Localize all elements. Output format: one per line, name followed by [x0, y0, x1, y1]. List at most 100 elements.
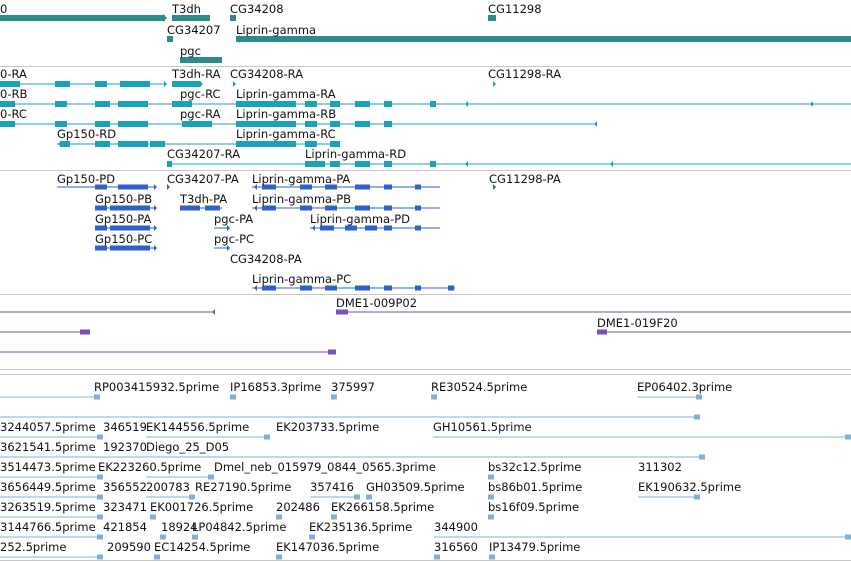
est-label[interactable]: EK190632.5prime: [638, 480, 742, 494]
exon-block: [300, 184, 312, 190]
est-label[interactable]: 192370: [103, 440, 147, 454]
protein-label[interactable]: pgc-PA: [214, 212, 254, 226]
strand-arrow: [305, 161, 308, 167]
transcript-label[interactable]: CG34208-RA: [230, 67, 304, 81]
gene-label[interactable]: 0: [0, 2, 8, 16]
protein-label[interactable]: pgc-PC: [214, 232, 255, 246]
protein-label[interactable]: CG34208-PA: [230, 252, 302, 266]
est-label[interactable]: EK203733.5prime: [276, 420, 380, 434]
exon-block: [262, 285, 276, 291]
est-label[interactable]: bs32c12.5prime: [488, 460, 582, 474]
est-label[interactable]: 209590: [107, 540, 151, 554]
strand-arrow: [227, 245, 230, 251]
gene-label-liprin-gamma[interactable]: Liprin-gamma: [236, 23, 317, 37]
est-label[interactable]: GH10561.5prime: [433, 420, 532, 434]
protein-label[interactable]: Liprin-gamma-PD: [310, 212, 411, 226]
est-label[interactable]: LP04842.5prime: [192, 520, 287, 534]
exon-block: [110, 205, 150, 211]
est-label[interactable]: bs86b01.5prime: [488, 480, 583, 494]
gene-label-cg11298[interactable]: CG11298: [488, 2, 542, 16]
est-label[interactable]: 323471: [103, 500, 147, 514]
transcript-label[interactable]: CG34207-RA: [167, 147, 241, 161]
est-label[interactable]: 3656449.5prime: [0, 480, 96, 494]
est-label[interactable]: GH03509.5prime: [366, 480, 465, 494]
est-label[interactable]: 3244057.5prime: [0, 420, 96, 434]
exon-block: [95, 141, 110, 147]
est-label[interactable]: EK235136.5prime: [309, 520, 413, 534]
gene-label-cg34208[interactable]: CG34208: [230, 2, 284, 16]
protein-label[interactable]: T3dh-PA: [180, 192, 228, 206]
est-label[interactable]: IP16853.3prime: [230, 380, 322, 394]
transcript-label[interactable]: T3dh-RA: [172, 67, 221, 81]
est-label[interactable]: RE27190.5prime: [195, 480, 292, 494]
est-label[interactable]: 200783: [146, 480, 190, 494]
track-separator: [0, 294, 851, 295]
protein-label[interactable]: Gp150-PA: [95, 212, 152, 226]
transcript-label[interactable]: 0-RC: [0, 107, 27, 121]
est-label[interactable]: EK001726.5prime: [150, 500, 254, 514]
transcript-label[interactable]: 0-RB: [0, 87, 28, 101]
protein-label[interactable]: Liprin-gamma-PB: [252, 192, 352, 206]
est-label[interactable]: 3621541.5prime: [0, 440, 96, 454]
est-label[interactable]: 202486: [276, 500, 320, 514]
transcript-label[interactable]: pgc-RC: [180, 87, 221, 101]
protein-label[interactable]: Gp150-PC: [95, 232, 153, 246]
clone-label[interactable]: DME1-019F20: [597, 316, 678, 330]
est-label[interactable]: RE30524.5prime: [431, 380, 528, 394]
est-label[interactable]: 311302: [638, 460, 682, 474]
est-label[interactable]: EK223260.5prime: [98, 460, 202, 474]
transcript-label[interactable]: CG11298-RA: [488, 67, 562, 81]
transcript-label[interactable]: Liprin-gamma-RB: [236, 107, 337, 121]
exon-block: [118, 121, 148, 127]
protein-label[interactable]: Liprin-gamma-PC: [252, 272, 352, 286]
est-label[interactable]: Dmel_neb_015979_0844_0565.3prime: [214, 460, 436, 474]
exon-block: [355, 205, 370, 211]
strand-arrow: [154, 205, 157, 211]
est-block: [192, 534, 198, 540]
est-block: [97, 474, 103, 480]
transcript-label[interactable]: pgc-RA: [180, 107, 221, 121]
gene-label-cg34207[interactable]: CG34207: [167, 23, 221, 37]
exon-block: [320, 225, 334, 231]
est-label[interactable]: EK144556.5prime: [146, 420, 250, 434]
protein-label[interactable]: Liprin-gamma-PA: [252, 172, 351, 186]
est-label[interactable]: EK266158.5prime: [331, 500, 435, 514]
est-label[interactable]: 356552: [103, 480, 147, 494]
est-label[interactable]: EK147036.5prime: [276, 540, 380, 554]
transcript-label[interactable]: Liprin-gamma-RC: [236, 127, 336, 141]
est-label[interactable]: 3144766.5prime: [0, 520, 96, 534]
est-label[interactable]: bs16f09.5prime: [488, 500, 580, 514]
est-label[interactable]: RP003415932.5prime: [94, 380, 220, 394]
protein-label[interactable]: CG11298-PA: [489, 172, 561, 186]
exon-block: [55, 121, 67, 127]
est-label[interactable]: 252.5prime: [0, 540, 67, 554]
exon-block: [95, 121, 110, 127]
est-label[interactable]: 344900: [434, 520, 478, 534]
est-label[interactable]: 346519: [103, 420, 147, 434]
strand-arrow: [233, 81, 236, 87]
transcript-label[interactable]: 0-RA: [0, 67, 27, 81]
transcript-label[interactable]: Liprin-gamma-RA: [236, 87, 336, 101]
protein-label[interactable]: CG34207-PA: [167, 172, 239, 186]
gene-label-pgc[interactable]: pgc: [180, 44, 201, 58]
est-label[interactable]: EP06402.3prime: [637, 380, 733, 394]
est-label[interactable]: 18924: [161, 520, 198, 534]
est-label[interactable]: 3263519.5prime: [0, 500, 96, 514]
est-label[interactable]: EC14254.5prime: [154, 540, 251, 554]
strand-arrow: [236, 35, 240, 43]
strand-arrow: [465, 101, 468, 107]
protein-label[interactable]: Gp150-PB: [95, 192, 153, 206]
est-label[interactable]: Diego_25_D05: [146, 440, 230, 454]
est-label[interactable]: 375997: [331, 380, 375, 394]
transcript-label[interactable]: Gp150-RD: [57, 127, 117, 141]
est-label[interactable]: IP13479.5prime: [489, 540, 581, 554]
est-label[interactable]: 3514473.5prime: [0, 460, 96, 474]
transcript-label[interactable]: Liprin-gamma-RD: [305, 147, 407, 161]
est-label[interactable]: 357416: [310, 480, 354, 494]
clone-label[interactable]: DME1-009P02: [336, 296, 418, 310]
protein-label[interactable]: Gp150-PD: [57, 172, 116, 186]
est-label[interactable]: 316560: [434, 540, 478, 554]
strand-arrow: [154, 184, 157, 190]
gene-label-t3dh[interactable]: T3dh: [172, 2, 201, 16]
est-label[interactable]: 421854: [103, 520, 147, 534]
